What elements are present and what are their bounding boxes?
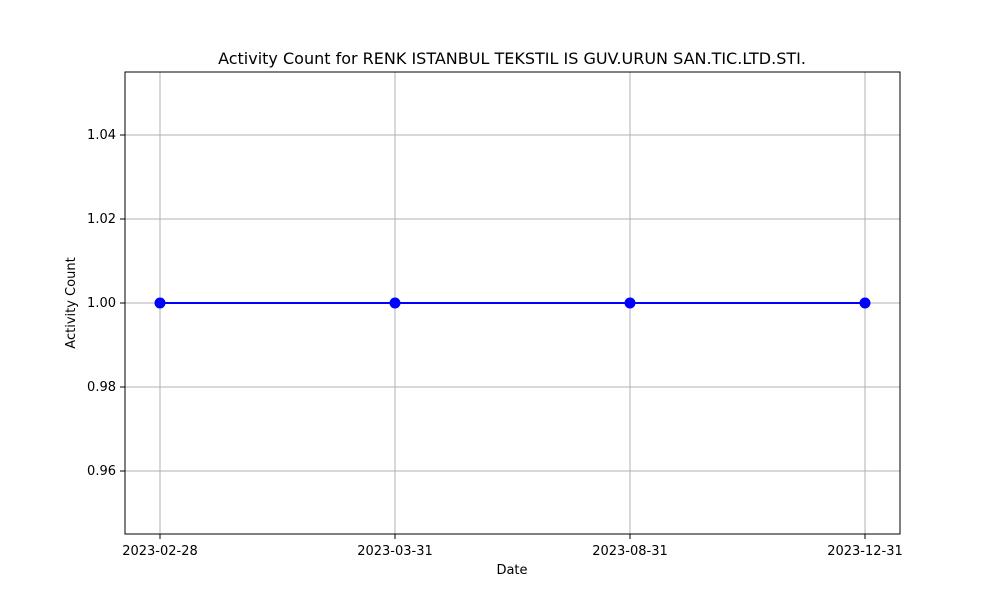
series-layer: [154, 297, 871, 309]
y-tick-label: 1.02: [87, 212, 116, 227]
x-tick-label: 2023-03-31: [357, 544, 433, 559]
data-point-marker: [859, 297, 871, 309]
x-tick-label: 2023-12-31: [827, 544, 903, 559]
y-tick-label: 1.00: [87, 296, 116, 311]
y-axis-label: Activity Count: [64, 257, 79, 348]
chart-title: Activity Count for RENK ISTANBUL TEKSTIL…: [218, 49, 806, 68]
data-point-marker: [624, 297, 636, 309]
y-tick-label: 0.96: [87, 464, 116, 479]
x-tick-label: 2023-02-28: [122, 544, 198, 559]
axes: 2023-02-28 2023-03-31 2023-08-31 2023-12-31…: [87, 71, 903, 559]
x-tick-label: 2023-08-31: [592, 544, 668, 559]
data-point-marker: [389, 297, 401, 309]
data-point-marker: [154, 297, 166, 309]
y-tick-label: 1.04: [87, 128, 116, 143]
y-tick-label: 0.98: [87, 380, 116, 395]
x-axis-label: Date: [496, 563, 527, 578]
